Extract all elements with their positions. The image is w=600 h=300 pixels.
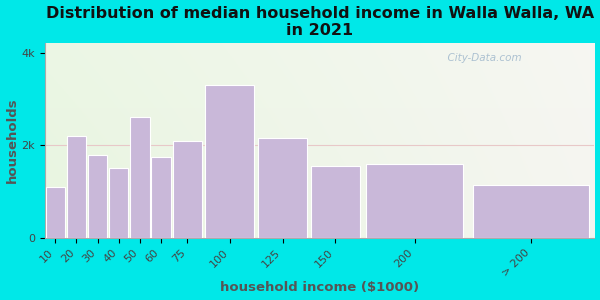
Bar (473, 184, 589, 238)
Bar (366, 164, 463, 238)
Bar (88, 154, 107, 238)
Y-axis label: households: households (5, 98, 19, 183)
Bar (205, 85, 254, 238)
Bar (311, 166, 360, 238)
Bar (109, 168, 128, 238)
Bar (258, 138, 307, 238)
Bar (173, 141, 202, 238)
Title: Distribution of median household income in Walla Walla, WA
in 2021: Distribution of median household income … (46, 6, 593, 38)
Bar (46, 187, 65, 238)
Bar (151, 157, 171, 238)
Text: City-Data.com: City-Data.com (440, 53, 521, 63)
Bar (130, 117, 149, 238)
X-axis label: household income ($1000): household income ($1000) (220, 281, 419, 294)
Bar (67, 136, 86, 238)
